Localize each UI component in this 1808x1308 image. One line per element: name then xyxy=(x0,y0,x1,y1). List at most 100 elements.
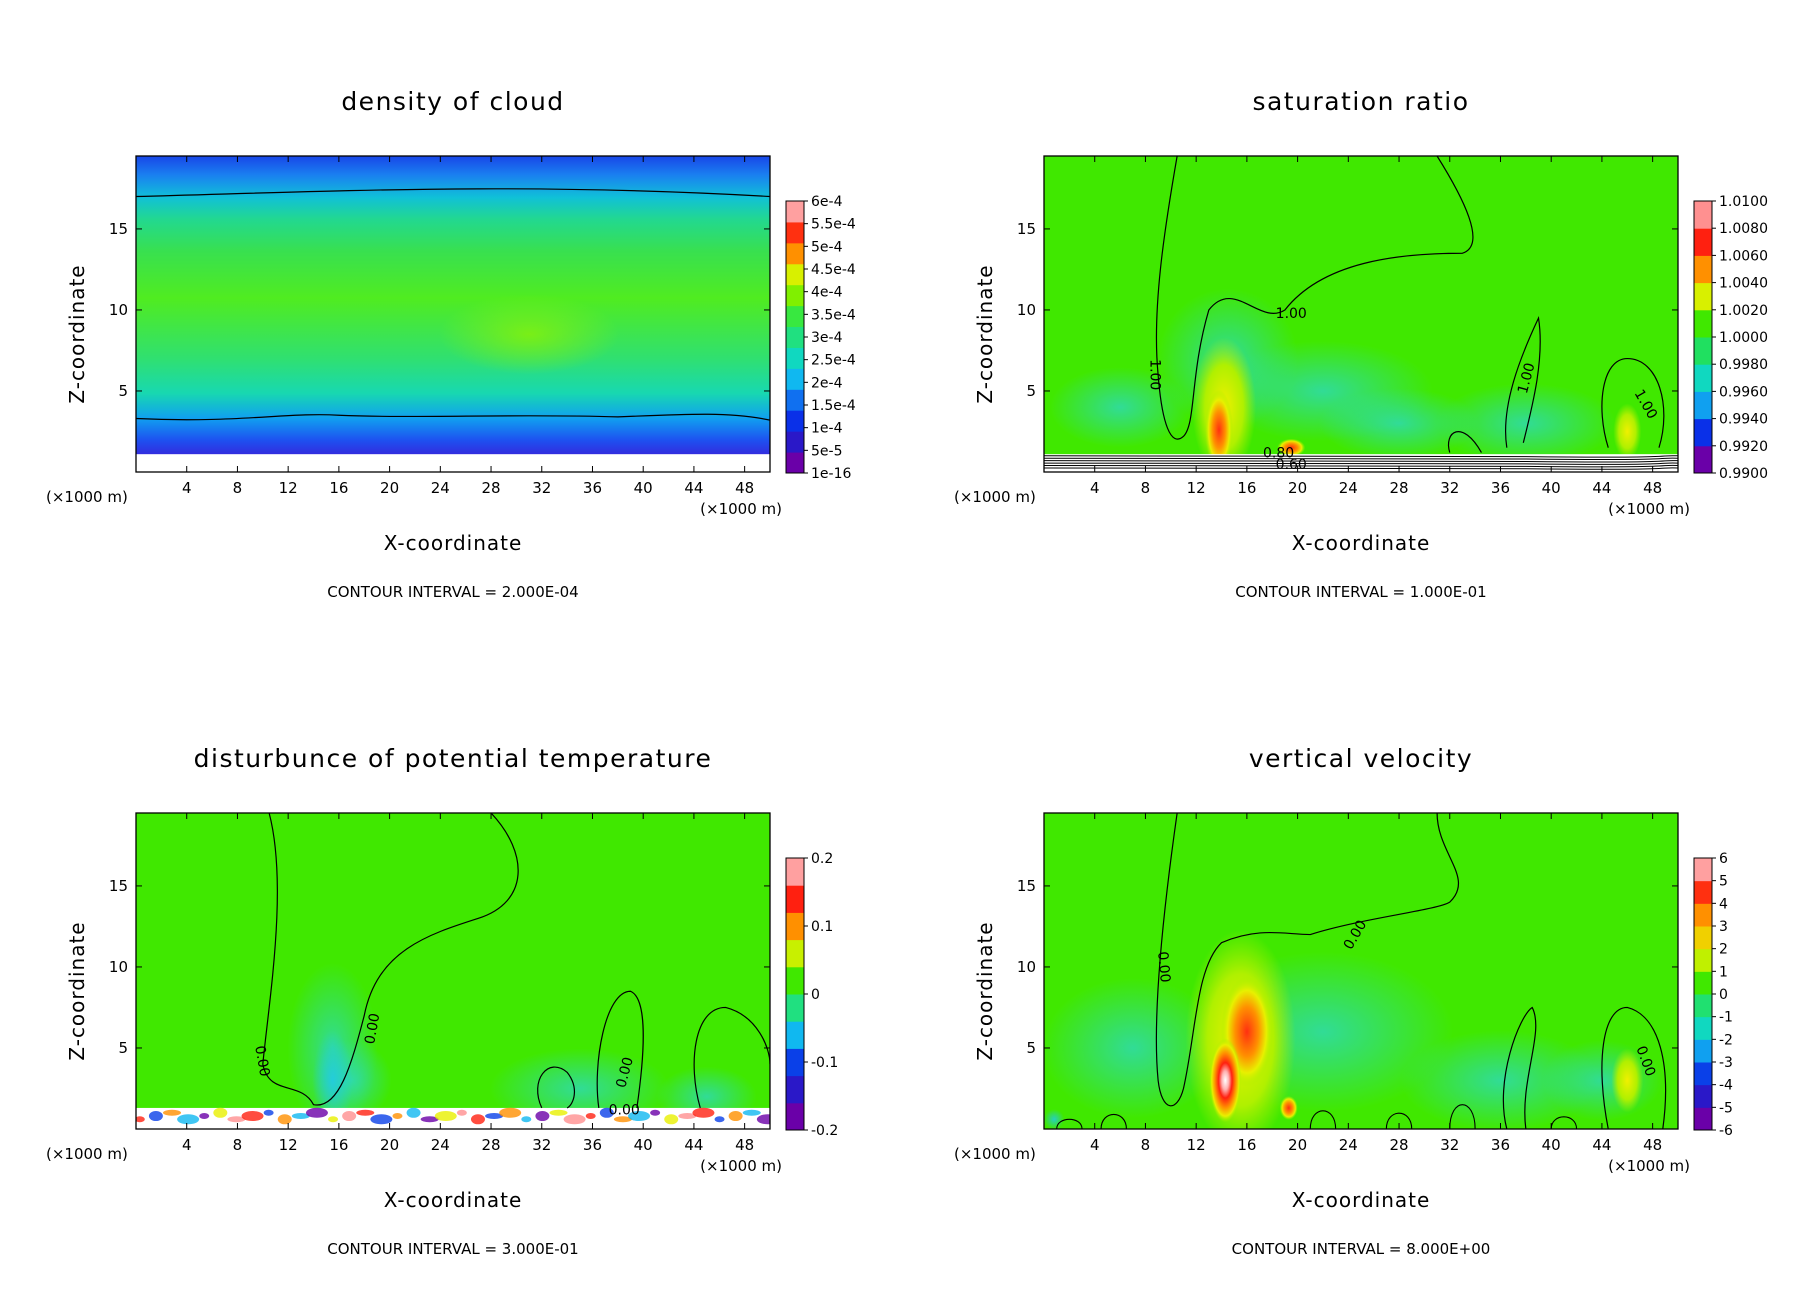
negative-anomaly xyxy=(1319,388,1480,459)
colorbar-label: 1.0080 xyxy=(1719,221,1768,237)
chart-title: vertical velocity xyxy=(1249,744,1473,773)
x-axis-label: X-coordinate xyxy=(1292,1188,1431,1212)
x-tick-label: 32 xyxy=(1440,1136,1459,1154)
colorbar-segment xyxy=(1694,971,1712,995)
y-tick-label: 15 xyxy=(1017,877,1036,895)
x-tick-label: 44 xyxy=(1592,479,1611,497)
positive-anomaly xyxy=(1613,403,1642,460)
colorbar-segment xyxy=(786,858,804,886)
x-tick-label: 12 xyxy=(279,479,298,497)
x-tick-label: 44 xyxy=(684,1136,703,1154)
colorbar-label: -5 xyxy=(1719,1100,1733,1116)
y-tick-label: 15 xyxy=(109,877,128,895)
x-tick-label: 40 xyxy=(1542,479,1561,497)
x-tick-label: 16 xyxy=(1237,1136,1256,1154)
colorbar-segment xyxy=(786,1075,804,1104)
colorbar-segment xyxy=(1694,858,1712,882)
density-maximum xyxy=(439,294,620,375)
x-tick-label: 4 xyxy=(1090,479,1100,497)
colorbar-segment xyxy=(1694,418,1712,447)
x-tick-label: 20 xyxy=(380,1136,399,1154)
colorbar-segment xyxy=(786,201,804,223)
contour-label: 0.00 xyxy=(1154,951,1173,983)
colorbar-label: 0.9900 xyxy=(1719,466,1768,482)
y-tick-label: 5 xyxy=(1026,382,1036,400)
y-axis-label: Z-coordinate xyxy=(65,264,89,403)
colorbar-label: 1.0020 xyxy=(1719,303,1768,319)
colorbar-label: 4e-4 xyxy=(811,285,843,301)
x-tick-label: 16 xyxy=(1237,479,1256,497)
colorbar-label: 5.5e-4 xyxy=(811,217,856,233)
x-tick-label: 40 xyxy=(634,1136,653,1154)
colorbar-segment xyxy=(1694,445,1712,474)
colorbar-label: -6 xyxy=(1719,1123,1733,1139)
contour-line xyxy=(537,1066,575,1109)
x-tick-label: 8 xyxy=(1141,479,1151,497)
colorbar-label: -4 xyxy=(1719,1078,1733,1094)
x-tick-label: 8 xyxy=(1141,1136,1151,1154)
colorbar: 1e-16 5e-5 1e-4 1.5e-4 2e-4 2.5e-4 3e-4 3.5e-4 4… xyxy=(785,194,856,482)
colorbar-segment xyxy=(786,368,804,390)
colorbar-label: 0.9920 xyxy=(1719,439,1768,455)
x-tick-label: 40 xyxy=(634,479,653,497)
contour-line xyxy=(1044,467,1678,470)
colorbar-label: 5e-5 xyxy=(811,443,842,459)
x-tick-label: 48 xyxy=(1643,1136,1662,1154)
negative-anomaly xyxy=(1044,977,1223,1118)
colorbar-segment xyxy=(786,242,804,265)
colorbar-segment xyxy=(1694,1084,1712,1108)
contour-line xyxy=(1385,1112,1413,1129)
colorbar-segment xyxy=(1694,255,1712,284)
x-tick-label: 48 xyxy=(735,479,754,497)
colorbar-segment xyxy=(1694,1107,1712,1131)
x-tick-label: 4 xyxy=(1090,1136,1100,1154)
colorbar-segment xyxy=(786,966,804,995)
colorbar-label: 1e-4 xyxy=(811,421,843,437)
updraft-maximum xyxy=(1209,1038,1242,1123)
surface-noise-band xyxy=(136,1107,770,1129)
contour-line xyxy=(1044,457,1678,461)
colorbar-label: 2e-4 xyxy=(811,375,843,391)
x-tick-label: 4 xyxy=(182,479,192,497)
contour-interval: CONTOUR INTERVAL = 2.000E-04 xyxy=(327,583,578,601)
colorbar-label: -1 xyxy=(1719,1010,1733,1026)
x-tick-label: 8 xyxy=(233,479,243,497)
y-axis-label: Z-coordinate xyxy=(973,264,997,403)
contour-line xyxy=(596,990,644,1109)
x-tick-label: 32 xyxy=(532,1136,551,1154)
contour-label: 1.00 xyxy=(1276,306,1307,322)
chart-title: saturation ratio xyxy=(1252,87,1469,116)
colorbar-label: 2 xyxy=(1719,942,1728,958)
y-tick-label: 5 xyxy=(118,382,128,400)
colorbar-segment xyxy=(786,221,804,244)
colorbar-segment xyxy=(786,389,804,411)
y-tick-label: 15 xyxy=(109,220,128,238)
colorbar-label: 1.0000 xyxy=(1719,330,1768,346)
colorbar-label: 2.5e-4 xyxy=(811,353,856,369)
y-tick-label: 15 xyxy=(1017,220,1036,238)
colorbar-label: 3.5e-4 xyxy=(811,307,856,323)
colorbar-label: -0.1 xyxy=(811,1055,838,1071)
plot-frame xyxy=(1043,812,1679,1130)
x-tick-label: 24 xyxy=(431,479,450,497)
colorbar-segment xyxy=(1694,948,1712,972)
contour-label: 0.60 xyxy=(1276,457,1307,473)
saturation-maximum xyxy=(1204,389,1233,470)
x-tick-label: 8 xyxy=(233,1136,243,1154)
plot-frame xyxy=(135,155,771,473)
x-tick-label: 12 xyxy=(1187,479,1206,497)
y-tick-label: 10 xyxy=(1017,301,1036,319)
contour-interval: CONTOUR INTERVAL = 3.000E-01 xyxy=(327,1240,578,1258)
x-unit-label: (×1000 m) xyxy=(954,1145,1036,1163)
colorbar-segment xyxy=(786,326,804,348)
y-tick-label: 10 xyxy=(109,301,128,319)
colorbar: -0.2 -0.1 0 0.1 0.2 xyxy=(785,851,838,1139)
x-tick-label: 44 xyxy=(1592,1136,1611,1154)
colorbar-segment xyxy=(1694,309,1712,338)
colorbar-label: 5 xyxy=(1719,874,1728,890)
y-unit-label: (×1000 m) xyxy=(1608,1157,1690,1175)
colorbar-segment xyxy=(786,452,804,474)
colorbar-label: 0.9940 xyxy=(1719,412,1768,428)
colorbar-label: 1e-16 xyxy=(811,466,851,482)
